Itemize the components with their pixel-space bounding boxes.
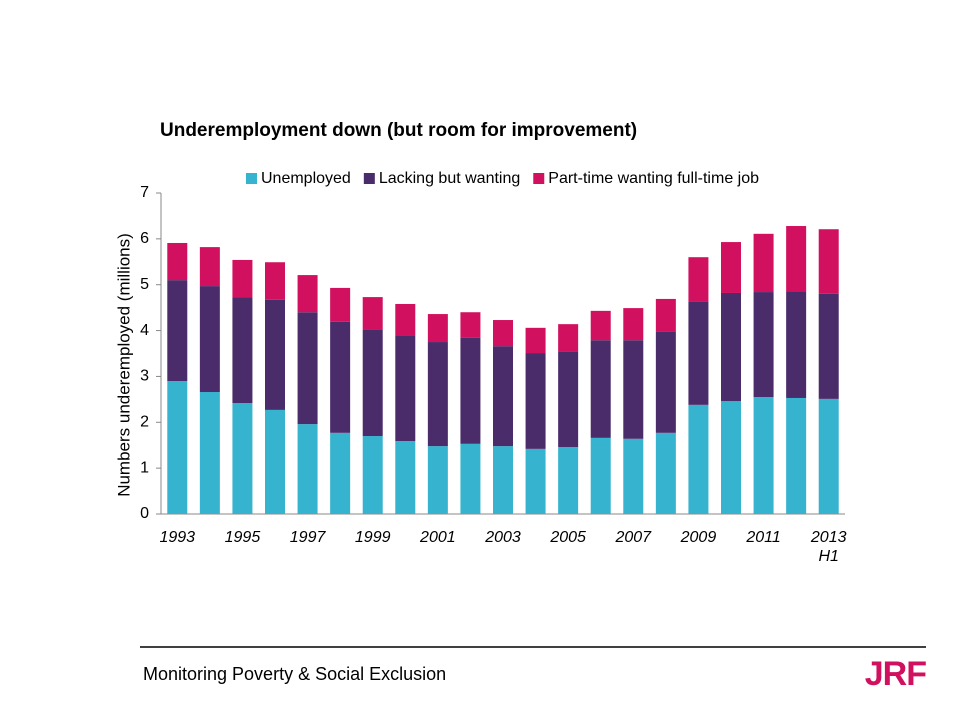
bar-segment	[265, 299, 285, 410]
y-tick-label: 7	[140, 184, 149, 201]
bar-segment	[330, 432, 351, 514]
bar-segment	[818, 398, 839, 514]
bar-segment	[753, 233, 774, 293]
bar-segment	[688, 301, 709, 405]
bar-segment	[721, 292, 741, 402]
bar-segment	[558, 324, 579, 352]
bar-segment	[199, 392, 220, 514]
y-tick-label: 1	[140, 459, 149, 476]
y-tick-label: 0	[140, 505, 149, 522]
bar-segment	[265, 409, 285, 514]
x-tick-label: 2009	[680, 529, 717, 546]
y-axis-label: Numbers underemployed (millions)	[114, 233, 133, 497]
bar-segment	[493, 320, 513, 347]
bar-segment	[427, 446, 448, 514]
bar-segment	[753, 397, 774, 514]
x-tick-label: 1999	[354, 529, 391, 546]
bar-segment	[362, 329, 383, 437]
y-tick-label: 6	[140, 230, 149, 247]
bar-segment	[232, 297, 253, 404]
bar-segment	[330, 287, 351, 322]
bar-segment	[590, 437, 611, 514]
x-tick-label: 2003	[485, 529, 521, 546]
bar-segment	[427, 314, 448, 343]
bar-segment	[199, 286, 220, 393]
bar-segment	[460, 312, 481, 338]
footer-text: Monitoring Poverty & Social Exclusion	[143, 664, 446, 684]
legend-swatch	[246, 173, 257, 184]
bar-segment	[427, 342, 448, 447]
legend-label: Lacking but wanting	[379, 170, 520, 187]
bar-segment	[688, 404, 709, 514]
bar-segment	[525, 353, 546, 449]
y-tick-label: 2	[140, 414, 149, 431]
bar-segment	[753, 292, 774, 398]
y-tick-label: 5	[140, 276, 149, 293]
bar-segment	[590, 310, 611, 341]
bar-segment	[558, 447, 579, 514]
bar-segment	[362, 297, 383, 330]
bar-segment	[525, 327, 546, 354]
bar-segment	[493, 346, 513, 447]
bar-segment	[167, 280, 188, 382]
bar-segment	[330, 321, 351, 433]
bar-segment	[721, 242, 741, 293]
bar-segment	[623, 308, 644, 341]
bar-segment	[786, 291, 807, 398]
bar-segment	[395, 441, 416, 514]
chart-title: Underemployment down (but room for impro…	[160, 120, 637, 141]
bar-segment	[265, 262, 285, 300]
bar-segment	[460, 443, 481, 514]
x-tick-label: 2011	[746, 529, 781, 546]
y-tick-label: 3	[140, 368, 149, 385]
bar-segment	[818, 293, 839, 399]
bar-segment	[297, 312, 318, 425]
bar-segment	[623, 340, 644, 439]
bar-segment	[623, 438, 644, 514]
bar-segment	[590, 340, 611, 438]
bar-segment	[395, 335, 416, 442]
bar-segment	[786, 397, 807, 514]
x-tick-label: 2007	[615, 529, 652, 546]
legend-swatch	[533, 173, 545, 184]
bar-segment	[232, 403, 253, 514]
x-tick-label: 2001	[420, 529, 456, 546]
bar-segment	[297, 424, 318, 514]
x-tick-label: 1993	[159, 529, 196, 546]
bar-segment	[199, 247, 220, 287]
x-tick-label: 2013 H1	[810, 529, 847, 565]
bar-segment	[525, 448, 546, 514]
bar-segment	[655, 432, 676, 514]
bar-segment	[818, 229, 839, 294]
bar-segment	[655, 331, 676, 433]
bar-segment	[232, 259, 253, 298]
legend-label: Part-time wanting full-time job	[548, 170, 759, 187]
y-tick-label: 4	[140, 322, 149, 339]
bar-segment	[688, 257, 709, 302]
bar-segment	[362, 436, 383, 514]
bar-segment	[655, 298, 676, 332]
legend-label: Unemployed	[261, 170, 351, 187]
bar-segment	[721, 401, 741, 514]
bar-segment	[558, 351, 579, 448]
x-tick-label: 1997	[289, 529, 326, 546]
bar-segment	[786, 226, 807, 292]
x-tick-label: 1995	[224, 529, 261, 546]
bar-segment	[460, 337, 481, 444]
legend-swatch	[363, 173, 375, 184]
x-tick-label: 2005	[550, 529, 586, 546]
logo: JRF	[865, 655, 926, 693]
bar-segment	[395, 303, 416, 336]
bar-segment	[493, 446, 513, 514]
bar-segment	[167, 242, 188, 281]
bar-segment	[297, 275, 318, 313]
bar-segment	[167, 381, 188, 514]
